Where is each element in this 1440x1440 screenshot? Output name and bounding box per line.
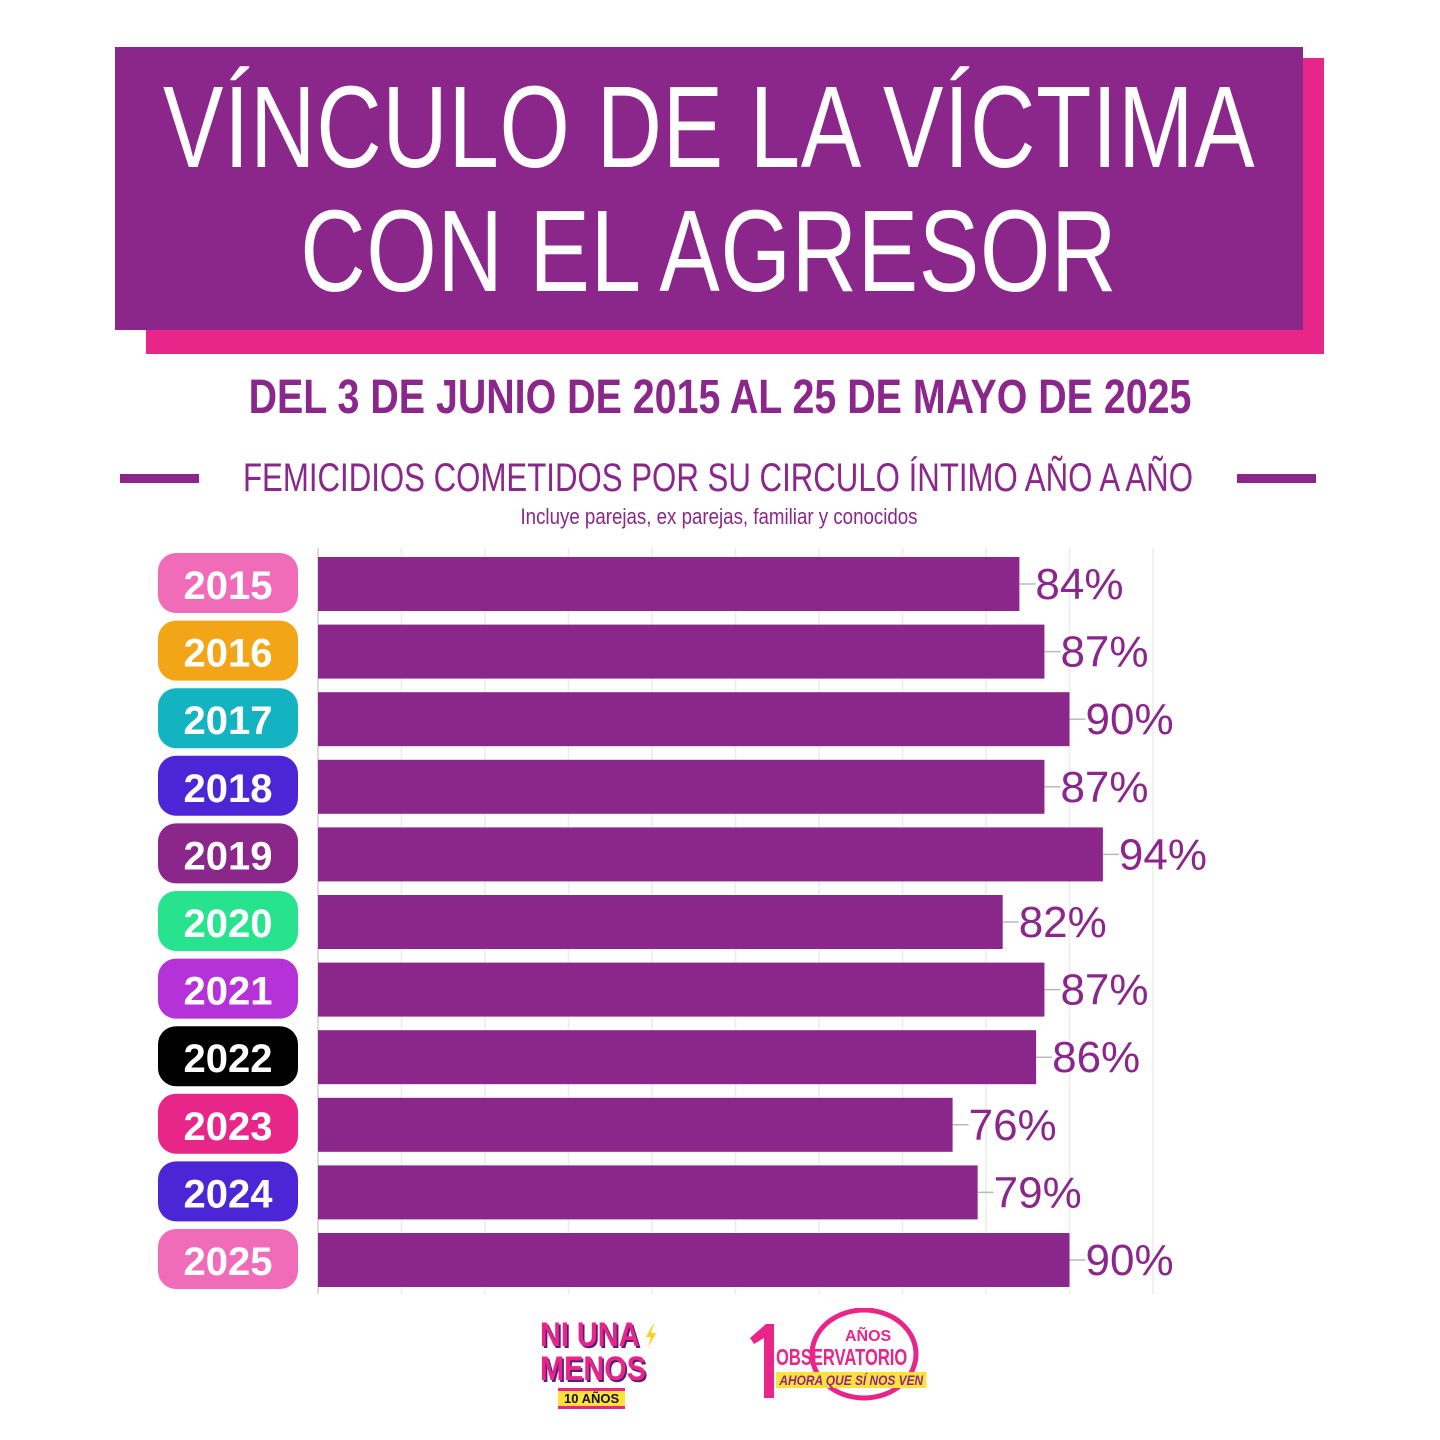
ten-years-mark-icon bbox=[750, 1308, 919, 1401]
value-label: 86% bbox=[1052, 1033, 1140, 1082]
year-label: 2015 bbox=[184, 564, 273, 608]
year-pill bbox=[158, 688, 298, 749]
year-label: 2023 bbox=[184, 1105, 273, 1149]
year-pill bbox=[158, 553, 298, 613]
title-line-2: CON EL AGRESOR bbox=[300, 185, 1118, 316]
value-label: 90% bbox=[1086, 1236, 1174, 1285]
value-label: 90% bbox=[1086, 695, 1174, 744]
lightning-bolt-icon bbox=[646, 1324, 656, 1348]
bar bbox=[318, 827, 1103, 882]
value-label: 84% bbox=[1035, 560, 1123, 609]
bar bbox=[318, 1097, 953, 1152]
section-rule-right bbox=[1236, 473, 1316, 483]
year-label: 2024 bbox=[184, 1172, 274, 1216]
year-label: 2019 bbox=[184, 834, 273, 878]
year-label: 2016 bbox=[184, 632, 273, 676]
year-pill bbox=[158, 1161, 298, 1222]
year-pill bbox=[158, 1026, 298, 1087]
title-box: VÍNCULO DE LA VÍCTIMA CON EL AGRESOR bbox=[115, 47, 1303, 330]
bar bbox=[318, 624, 1045, 679]
bar bbox=[318, 1165, 978, 1220]
ni-una-menos-logo: NI UNA MENOS 10 AÑOS bbox=[540, 1316, 662, 1409]
year-pill bbox=[158, 891, 298, 951]
title-line-1: VÍNCULO DE LA VÍCTIMA bbox=[162, 61, 1256, 192]
year-pill bbox=[158, 823, 298, 884]
bar-chart: 2015 84% 2016 87% 2017 90% 2018 87% 2019 94% 2020 8… bbox=[158, 548, 1207, 1294]
year-label: 2025 bbox=[184, 1240, 273, 1284]
year-label: 2021 bbox=[184, 970, 273, 1014]
year-pill bbox=[158, 958, 298, 1019]
value-label: 82% bbox=[1019, 898, 1107, 947]
year-pill bbox=[158, 620, 298, 681]
year-pill bbox=[158, 1093, 298, 1154]
year-pill bbox=[158, 1229, 298, 1289]
year-label: 2020 bbox=[184, 902, 273, 946]
observatorio-tag: AHORA QUE SÍ NOS VEN bbox=[776, 1372, 927, 1388]
logo-line-1: NI UNA bbox=[540, 1316, 640, 1354]
bar bbox=[318, 557, 1020, 611]
section-note: Incluye parejas, ex parejas, familiar y … bbox=[520, 504, 918, 529]
value-label: 87% bbox=[1060, 966, 1148, 1015]
logo-line-2: MENOS bbox=[540, 1350, 646, 1388]
bar bbox=[318, 895, 1003, 949]
value-label: 76% bbox=[969, 1101, 1057, 1150]
value-label: 79% bbox=[994, 1168, 1082, 1217]
year-label: 2018 bbox=[184, 767, 273, 811]
bar bbox=[318, 962, 1045, 1017]
bar bbox=[318, 1233, 1070, 1287]
observatorio-name: OBSERVATORIO bbox=[776, 1344, 908, 1370]
logo-tag: 10 AÑOS bbox=[558, 1388, 626, 1409]
year-label: 2017 bbox=[184, 699, 273, 743]
value-label: 87% bbox=[1060, 763, 1148, 812]
value-label: 87% bbox=[1060, 628, 1148, 677]
section-heading: FEMICIDIOS COMETIDOS POR SU CIRCULO ÍNTI… bbox=[120, 454, 1316, 502]
observatorio-anos: AÑOS bbox=[845, 1328, 892, 1345]
section-rule-left bbox=[120, 473, 200, 483]
bar bbox=[318, 1030, 1037, 1085]
observatorio-logo: AÑOS OBSERVATORIO AHORA QUE SÍ NOS VEN bbox=[744, 1308, 927, 1404]
bar bbox=[318, 692, 1070, 747]
year-label: 2022 bbox=[184, 1037, 273, 1081]
value-label: 94% bbox=[1119, 830, 1207, 879]
year-pill bbox=[158, 755, 298, 816]
date-range-subtitle: DEL 3 DE JUNIO DE 2015 AL 25 DE MAYO DE … bbox=[248, 371, 1192, 424]
bar bbox=[318, 759, 1045, 814]
section-title: FEMICIDIOS COMETIDOS POR SU CIRCULO ÍNTI… bbox=[243, 455, 1193, 500]
